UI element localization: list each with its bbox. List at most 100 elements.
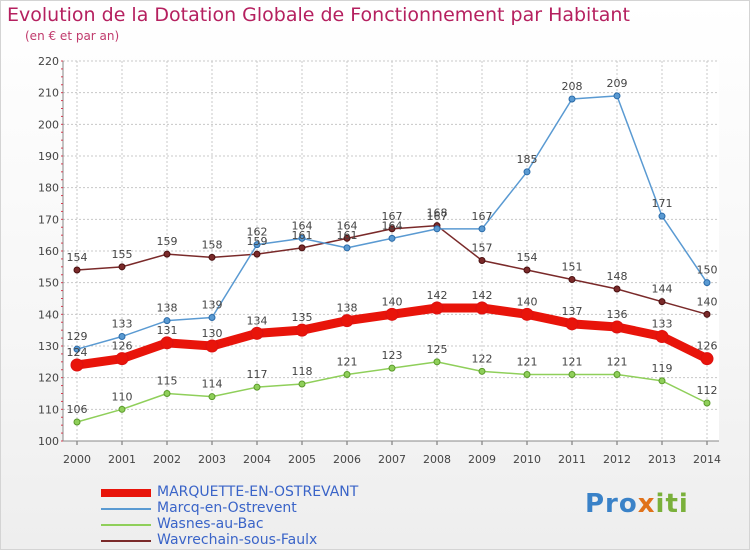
data-point-wavrechain (568, 276, 576, 283)
y-tick-label: 140 (38, 308, 59, 321)
data-point-marquette (115, 352, 129, 366)
data-point-marcq (613, 92, 621, 100)
data-label-wasnes: 117 (247, 368, 268, 381)
data-point-marquette (385, 307, 399, 321)
data-label-marcq: 133 (112, 318, 133, 331)
data-point-wavrechain (208, 253, 216, 261)
data-label-wavrechain: 140 (697, 295, 718, 308)
x-tick-label: 2011 (558, 453, 586, 466)
data-point-wasnes (73, 418, 81, 426)
data-point-marquette (70, 358, 84, 372)
data-point-wasnes (703, 399, 711, 407)
legend-swatch-marcq (101, 508, 151, 510)
x-tick-label: 2013 (648, 453, 676, 466)
x-tick-label: 2014 (693, 453, 721, 466)
data-point-marcq (73, 345, 81, 353)
data-point-marquette (160, 336, 174, 350)
data-label-wavrechain: 151 (562, 261, 583, 274)
x-tick-label: 2001 (108, 453, 136, 466)
data-label-wasnes: 121 (517, 356, 538, 369)
data-point-wavrechain (478, 257, 486, 264)
x-tick-label: 2006 (333, 453, 361, 466)
y-tick-label: 110 (38, 403, 59, 416)
data-label-marcq: 185 (517, 153, 538, 166)
data-point-wasnes (343, 371, 351, 378)
y-tick-label: 180 (38, 182, 59, 195)
data-point-wavrechain (343, 234, 351, 242)
data-label-wavrechain: 159 (157, 235, 178, 248)
legend-label-wavrechain: Wavrechain-sous-Faulx (157, 532, 318, 548)
data-label-marcq: 164 (382, 219, 403, 232)
data-label-marquette: 142 (472, 289, 493, 302)
data-label-marquette: 133 (652, 318, 673, 331)
data-label-marcq: 208 (562, 80, 583, 93)
data-label-marquette: 126 (112, 340, 133, 353)
data-label-wavrechain: 144 (652, 283, 673, 296)
y-tick-label: 150 (38, 277, 59, 290)
data-point-wasnes (613, 371, 621, 378)
data-point-marquette (205, 339, 219, 353)
legend-swatch-marquette (101, 489, 151, 497)
data-label-marquette: 130 (202, 327, 223, 340)
data-label-marcq: 209 (607, 77, 628, 90)
data-point-wasnes (523, 371, 531, 378)
y-tick-label: 170 (38, 213, 59, 226)
data-point-wavrechain (388, 225, 396, 233)
proxiti-logo: Proxiti (585, 489, 689, 519)
logo-part-1: Pro (585, 489, 638, 519)
chart-title: Evolution de la Dotation Globale de Fonc… (7, 4, 630, 26)
data-label-marcq: 138 (157, 302, 178, 315)
data-label-marcq: 129 (67, 330, 88, 343)
x-tick-label: 2010 (513, 453, 541, 466)
data-label-wasnes: 119 (652, 362, 673, 375)
y-tick-label: 200 (38, 118, 59, 131)
x-tick-label: 2005 (288, 453, 316, 466)
y-tick-label: 120 (38, 372, 59, 385)
data-point-marcq (208, 314, 216, 321)
data-point-marcq (658, 212, 666, 220)
data-point-marcq (568, 95, 576, 103)
data-label-wavrechain: 158 (202, 238, 223, 251)
data-label-wavrechain: 167 (382, 210, 403, 223)
data-point-wavrechain (613, 285, 621, 293)
data-label-marcq: 167 (427, 210, 448, 223)
data-label-marquette: 126 (697, 340, 718, 353)
data-point-marcq (478, 225, 486, 233)
logo-part-2: x (637, 489, 656, 519)
data-point-wasnes (658, 377, 666, 385)
data-point-marquette (610, 320, 624, 334)
data-point-wasnes (253, 383, 261, 391)
data-label-wasnes: 121 (337, 356, 358, 369)
data-label-wavrechain: 148 (607, 270, 628, 283)
data-point-marcq (118, 333, 126, 340)
x-tick-label: 2007 (378, 453, 406, 466)
legend-label-wasnes: Wasnes-au-Bac (157, 516, 264, 532)
data-point-wavrechain (658, 298, 666, 306)
data-point-marcq (388, 234, 396, 242)
data-label-wavrechain: 159 (247, 235, 268, 248)
legend-label-marquette: MARQUETTE-EN-OSTREVANT (157, 484, 359, 500)
data-point-wavrechain (523, 266, 531, 274)
legend-swatch-wavrechain (101, 540, 151, 542)
y-tick-label: 190 (38, 150, 59, 163)
data-point-marquette (430, 301, 444, 315)
data-label-wasnes: 114 (202, 378, 223, 391)
data-point-wavrechain (73, 266, 81, 274)
data-label-wavrechain: 154 (517, 251, 538, 264)
data-label-marquette: 140 (517, 295, 538, 308)
data-label-wavrechain: 164 (337, 219, 358, 232)
data-label-wavrechain: 154 (67, 251, 88, 264)
y-tick-label: 210 (38, 87, 59, 100)
legend-swatch-wasnes (101, 524, 151, 526)
data-point-wasnes (163, 390, 171, 397)
data-point-marcq (343, 244, 351, 252)
data-label-wasnes: 110 (112, 390, 133, 403)
data-label-wasnes: 125 (427, 343, 448, 356)
data-label-wasnes: 112 (697, 384, 718, 397)
data-label-wasnes: 123 (382, 349, 403, 362)
data-label-wasnes: 121 (562, 356, 583, 369)
data-point-wavrechain (118, 263, 126, 271)
data-label-wavrechain: 155 (112, 248, 133, 261)
data-label-wavrechain: 168 (427, 207, 448, 220)
